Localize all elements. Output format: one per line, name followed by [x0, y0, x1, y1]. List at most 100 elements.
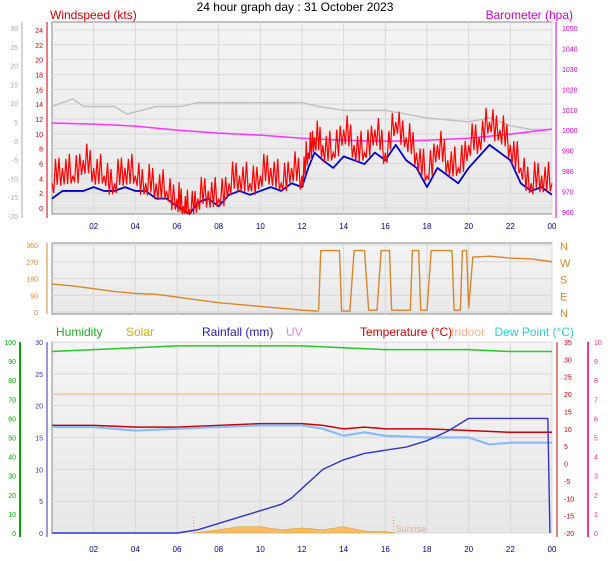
hour-tick-label: 10	[256, 222, 265, 231]
legend-humidity: Humidity	[56, 325, 103, 339]
rainfall-tick: 20	[35, 404, 43, 411]
sunrise-annotation: Sunrise	[396, 524, 427, 534]
temperature-tick: -10	[564, 496, 574, 503]
uv-tick: 5	[594, 436, 598, 443]
hour-tick-label: 10	[256, 545, 265, 554]
wind-inner-tick: 22	[35, 43, 43, 50]
hour-tick-label: 18	[423, 222, 432, 231]
hour-tick-label: 02	[89, 222, 98, 231]
wind-baro-gridlines	[52, 22, 553, 214]
humidity-line	[51, 345, 552, 353]
compass-tick: W	[560, 258, 571, 270]
wind-direction-line	[317, 249, 470, 312]
barometer-label: Barometer (hpa)	[486, 8, 573, 22]
humidity-tick: 100	[4, 340, 16, 347]
direction-degree-tick: 90	[30, 293, 38, 300]
solar-area	[193, 526, 396, 534]
hour-tick-label: 12	[298, 222, 307, 231]
hour-tick-label: 14	[339, 545, 348, 554]
direction-degree-tick: 0	[34, 310, 38, 317]
temperature-tick: 0	[564, 462, 568, 469]
humidity-tick: 80	[8, 378, 16, 385]
wind-inner-tick: 0	[39, 206, 43, 213]
humidity-tick: 50	[8, 436, 16, 443]
hour-tick-label: 06	[173, 222, 182, 231]
wind-baro-hour-axis: 02 04 06 08 10 12 14 16 18 20 22 00	[89, 222, 557, 231]
gust-line	[51, 98, 552, 131]
baro-tick: 1000	[562, 128, 578, 135]
legend-rainfall: Rainfall (mm)	[202, 325, 273, 339]
wind-inner-tick: 6	[39, 162, 43, 169]
hour-tick-label: 12	[298, 545, 307, 554]
temperature-tick: 5	[564, 444, 568, 451]
wind-outer-tick: 30	[10, 26, 18, 33]
humidity-tick: 70	[8, 397, 16, 404]
uv-tick: 0	[594, 531, 598, 538]
wind-inner-tick: 24	[35, 28, 43, 35]
uv-tick: 8	[594, 378, 598, 385]
temperature-tick: -5	[564, 479, 570, 486]
uv-tick: 4	[594, 455, 598, 462]
baro-tick: 990	[562, 149, 574, 156]
wind-outer-tick: -10	[8, 176, 18, 183]
legend-solar: Solar	[126, 325, 154, 339]
legend-indoor: Indoor	[451, 325, 485, 339]
uv-tick: 1	[594, 512, 598, 519]
dew-point-line	[52, 424, 552, 446]
legend-uv: UV	[286, 325, 303, 339]
wind-outer-tick: -20	[8, 214, 18, 221]
hour-tick-label: 06	[173, 545, 182, 554]
wind-inner-tick: 18	[35, 73, 43, 80]
direction-degree-tick: 360	[26, 243, 38, 250]
uv-tick: 2	[594, 493, 598, 500]
wind-inner-tick: 14	[35, 102, 43, 109]
compass-tick: S	[560, 275, 567, 287]
temperature-tick: 25	[564, 375, 572, 382]
rainfall-axis: 30 25 20 15 10 5 0	[35, 340, 48, 538]
wind-speed-line	[51, 107, 553, 215]
legend-dew-point: Dew Point (°C)	[495, 325, 574, 339]
wind-outer-tick: -15	[8, 195, 18, 202]
uv-tick: 3	[594, 474, 598, 481]
hour-tick-label: 00	[548, 222, 557, 231]
wind-direction-line	[51, 283, 319, 312]
rainfall-line	[52, 417, 551, 534]
temperature-tick: -20	[564, 531, 574, 538]
humidity-tick: 30	[8, 474, 16, 481]
wind-inner-tick: 20	[35, 58, 43, 65]
uv-tick: 7	[594, 397, 598, 404]
baro-tick: 970	[562, 190, 574, 197]
temperature-line	[52, 422, 552, 434]
wind-outer-tick: 20	[10, 64, 18, 71]
wind-average-line	[51, 143, 553, 215]
uv-tick: 6	[594, 416, 598, 423]
multi-legend: Humidity Solar Rainfall (mm) UV Temperat…	[56, 325, 574, 339]
uv-tick: 9	[594, 359, 598, 366]
hour-tick-label: 04	[131, 222, 140, 231]
humidity-tick: 0	[12, 531, 16, 538]
rainfall-tick: 0	[39, 531, 43, 538]
direction-degree-tick: 180	[26, 277, 38, 284]
legend-temperature: Temperature (°C)	[360, 325, 452, 339]
multi-hour-axis: 02 04 06 08 10 12 14 16 18 20 22 00	[89, 545, 557, 554]
hour-tick-label: 20	[464, 222, 473, 231]
compass-tick: E	[560, 291, 567, 303]
rainfall-tick: 15	[35, 436, 43, 443]
baro-tick: 1020	[562, 87, 578, 94]
temperature-tick: 30	[564, 357, 572, 364]
wind-inner-tick: 8	[39, 147, 43, 154]
compass-tick: N	[560, 241, 568, 253]
humidity-tick: 20	[8, 493, 16, 500]
baro-tick: 960	[562, 210, 574, 217]
hour-tick-label: 20	[464, 545, 473, 554]
wind-outer-tick: 10	[10, 101, 18, 108]
compass-tick: N	[560, 308, 568, 320]
rainfall-tick: 10	[35, 467, 43, 474]
wind-inner-tick: 12	[35, 117, 43, 124]
wind-outer-tick: 25	[10, 45, 18, 52]
barometer-line	[51, 122, 553, 142]
wind-outer-tick: 15	[10, 82, 18, 89]
